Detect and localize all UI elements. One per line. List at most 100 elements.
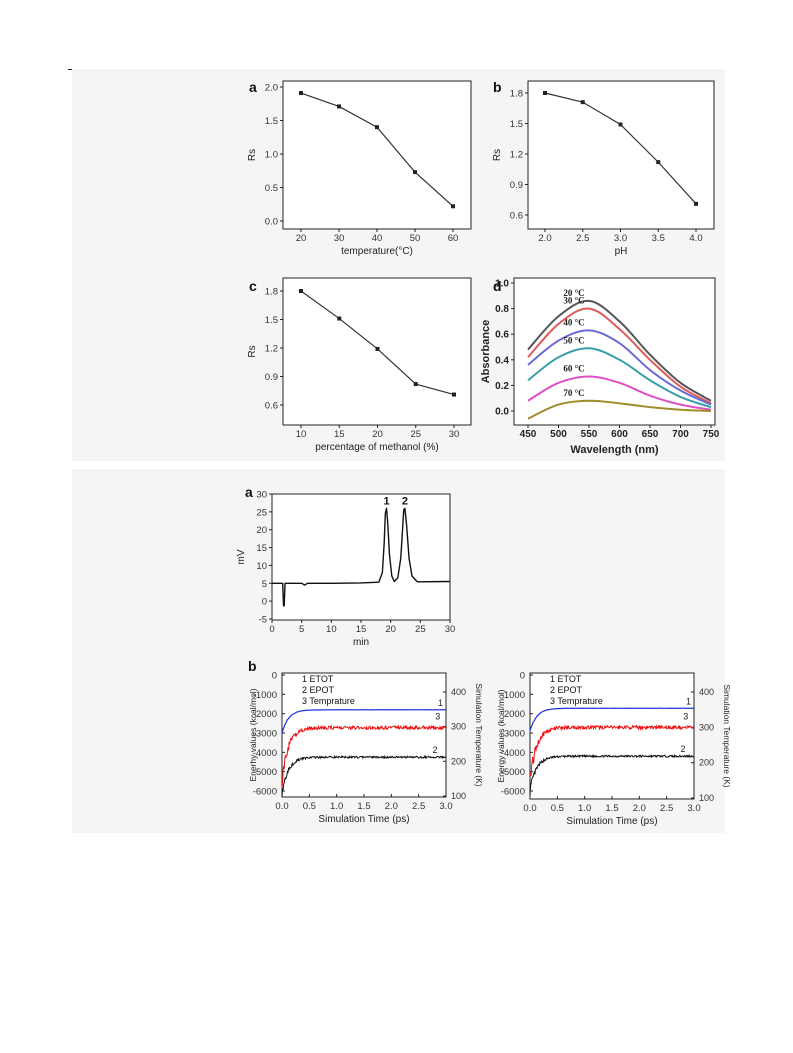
series-label: 60 °C (563, 363, 584, 373)
plot-frame (527, 80, 715, 230)
x-tick-label: 2.5 (660, 803, 673, 814)
panel-letter: a (245, 484, 253, 500)
y-tick-label: 5 (262, 579, 267, 590)
x-tick-label: 10 (326, 624, 337, 635)
y-tick-label: 15 (256, 543, 267, 554)
y-axis-label: Energy values (kcal/mol) (496, 689, 506, 782)
y-tick-label: -4000 (501, 748, 525, 759)
x-tick-label: 15 (334, 429, 345, 440)
series-line (527, 399, 712, 420)
curve-label: 1 (438, 698, 443, 708)
y2-axis-label: Simulation Temperature (K) (722, 684, 732, 787)
y2-tick-label: 300 (699, 722, 714, 732)
data-point (543, 91, 547, 95)
series-label: 50 °C (563, 335, 584, 345)
x-axis-label: Simulation Time (ps) (318, 814, 409, 825)
x-tick-label: 10 (296, 429, 307, 440)
series-line (529, 707, 695, 732)
y-tick-label: -3000 (253, 729, 277, 740)
x-tick-label: 1.0 (330, 801, 343, 812)
x-tick-label: 15 (356, 624, 367, 635)
x-tick-label: 25 (410, 429, 421, 440)
x-tick-label: 1.5 (357, 801, 370, 812)
x-axis-label: min (353, 637, 369, 648)
series-label: 40 °C (563, 317, 584, 327)
y-axis-label: Rs (247, 149, 258, 161)
legend-entry: 2 EPOT (550, 685, 583, 695)
legend-entry: 3 Temprature (302, 696, 355, 706)
x-tick-label: 50 (410, 233, 421, 244)
y-axis-label: Enerhy values (kcal/mol) (248, 688, 258, 781)
x-tick-label: 0.5 (551, 803, 564, 814)
legend-entry: 2 EPOT (302, 685, 335, 695)
y-axis-label: Rs (492, 149, 503, 161)
chart-panel: 2.0 2.5 3.0 3.5 4.0 0.6 0.9 1.2 1.5 1.8 pH Rs b (492, 79, 715, 257)
x-tick-label: 1.0 (578, 803, 591, 814)
peak-label: 2 (402, 495, 408, 507)
panel-letter: d (493, 278, 502, 294)
y-tick-label: 0.9 (265, 372, 278, 383)
chart-panel: 20 30 40 50 60 0.0 0.5 1.0 1.5 2.0 temperature(°C)… (247, 79, 472, 257)
legend-entry: 1 ETOT (550, 674, 582, 684)
x-axis-label: percentage of methanol (%) (315, 442, 438, 453)
legend-entry: 3 Temprature (550, 696, 603, 706)
x-tick-label: 5 (299, 624, 304, 635)
x-tick-label: 30 (449, 429, 460, 440)
x-tick-label: 20 (296, 233, 307, 244)
y-tick-label: -5 (259, 615, 267, 626)
y-tick-label: 0.0 (265, 217, 278, 228)
data-point (618, 122, 623, 127)
series-label: 30 °C (563, 296, 584, 306)
y-tick-label: 0 (520, 671, 525, 682)
x-tick-label: 600 (611, 429, 628, 440)
curve-label: 1 (686, 696, 691, 706)
plot-frame (271, 493, 451, 621)
x-tick-label: 20 (372, 429, 383, 440)
data-point (656, 160, 661, 165)
y2-tick-label: 100 (699, 793, 714, 803)
y2-tick-label: 400 (699, 687, 714, 697)
y-tick-label: 0.6 (265, 401, 278, 412)
y-tick-label: 1.5 (510, 119, 523, 130)
y2-tick-label: 300 (451, 722, 466, 732)
y-tick-label: 0 (272, 671, 277, 682)
series-label: 70 °C (563, 388, 584, 398)
series-label: 20 °C (563, 288, 584, 298)
plot-frame (282, 80, 472, 230)
y-tick-label: 0.5 (265, 183, 278, 194)
curve-label: 3 (683, 711, 688, 721)
y-tick-label: 0.6 (510, 211, 523, 222)
data-point (299, 289, 303, 293)
y2-tick-label: 400 (451, 687, 466, 697)
chart-panel: 10 15 20 25 30 0.6 0.9 1.2 1.5 1.8 percentage of m… (247, 277, 472, 453)
series-line (527, 347, 712, 409)
series-line (527, 299, 712, 402)
y-tick-label: 0.4 (495, 355, 509, 366)
data-point (337, 104, 341, 109)
x-tick-label: 450 (520, 429, 537, 440)
x-tick-label: 750 (703, 429, 720, 440)
panel-letter: b (248, 658, 257, 674)
data-point (451, 204, 455, 209)
y-tick-label: 0.9 (510, 180, 523, 191)
y-tick-label: -3000 (501, 729, 525, 740)
y-tick-label: -4000 (253, 748, 277, 759)
x-tick-label: 40 (372, 233, 383, 244)
y-tick-label: -5000 (253, 767, 277, 778)
x-tick-label: 4.0 (689, 233, 702, 244)
data-point (413, 382, 418, 387)
y-tick-label: 1.2 (265, 344, 278, 355)
x-axis-label: Wavelength (nm) (570, 444, 659, 456)
x-tick-label: 0.5 (303, 801, 316, 812)
y-tick-label: 1.2 (510, 150, 523, 161)
x-tick-label: 2.5 (412, 801, 425, 812)
y-tick-label: 1.8 (510, 89, 523, 100)
data-point (694, 201, 698, 206)
y-tick-label: 1.8 (265, 287, 278, 298)
series-line (527, 307, 712, 405)
x-tick-label: 3.0 (439, 801, 452, 812)
y-tick-label: 10 (256, 561, 267, 572)
y-tick-label: 2.0 (265, 83, 278, 94)
